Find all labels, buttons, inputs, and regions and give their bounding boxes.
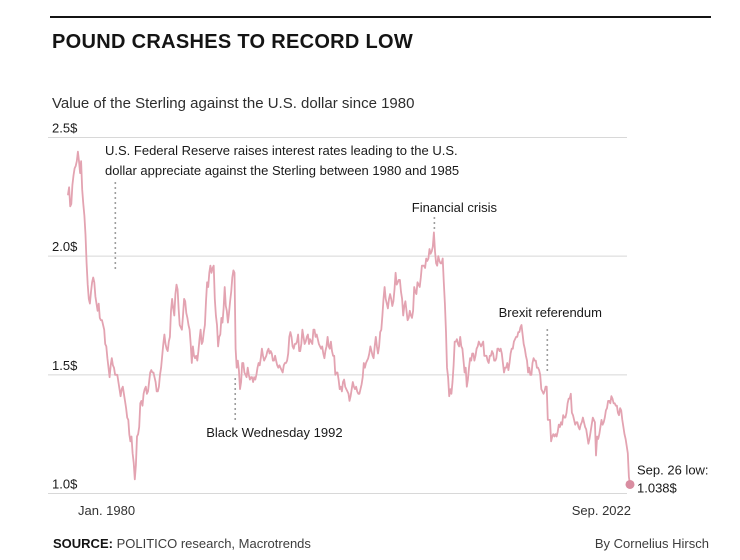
byline: By Cornelius Hirsch xyxy=(594,536,709,551)
sterling-usd-line xyxy=(67,150,631,486)
page-title: POUND CRASHES TO RECORD LOW xyxy=(52,31,414,53)
top-rule xyxy=(50,16,711,18)
annotation-black-wednesday-text: Black Wednesday 1992 xyxy=(206,425,342,440)
source-line: SOURCE: POLITICO research, Macrotrends xyxy=(53,536,311,551)
source-label: SOURCE: xyxy=(53,536,113,551)
x-axis-label-start: Jan. 1980 xyxy=(78,503,135,518)
annotation-fed-text: dollar appreciate against the Sterling b… xyxy=(105,163,459,178)
source-text: POLITICO research, Macrotrends xyxy=(112,536,311,551)
annotation-financial-crisis-text: Financial crisis xyxy=(412,200,498,215)
chart-subtitle: Value of the Sterling against the U.S. d… xyxy=(52,95,415,112)
endpoint-label-line2: 1.038$ xyxy=(637,480,678,495)
y-tick-label-2.5$: 2.5$ xyxy=(52,121,78,136)
y-tick-label-2.0$: 2.0$ xyxy=(52,239,78,254)
endpoint-dot xyxy=(625,479,635,489)
y-tick-label-1.5$: 1.5$ xyxy=(52,358,78,373)
y-tick-label-1.0$: 1.0$ xyxy=(52,477,78,492)
annotation-fed-text: U.S. Federal Reserve raises interest rat… xyxy=(105,143,458,158)
x-axis-label-end: Sep. 2022 xyxy=(572,503,631,518)
endpoint-label-line1: Sep. 26 low: xyxy=(637,462,709,477)
annotation-brexit-text: Brexit referendum xyxy=(499,305,602,320)
